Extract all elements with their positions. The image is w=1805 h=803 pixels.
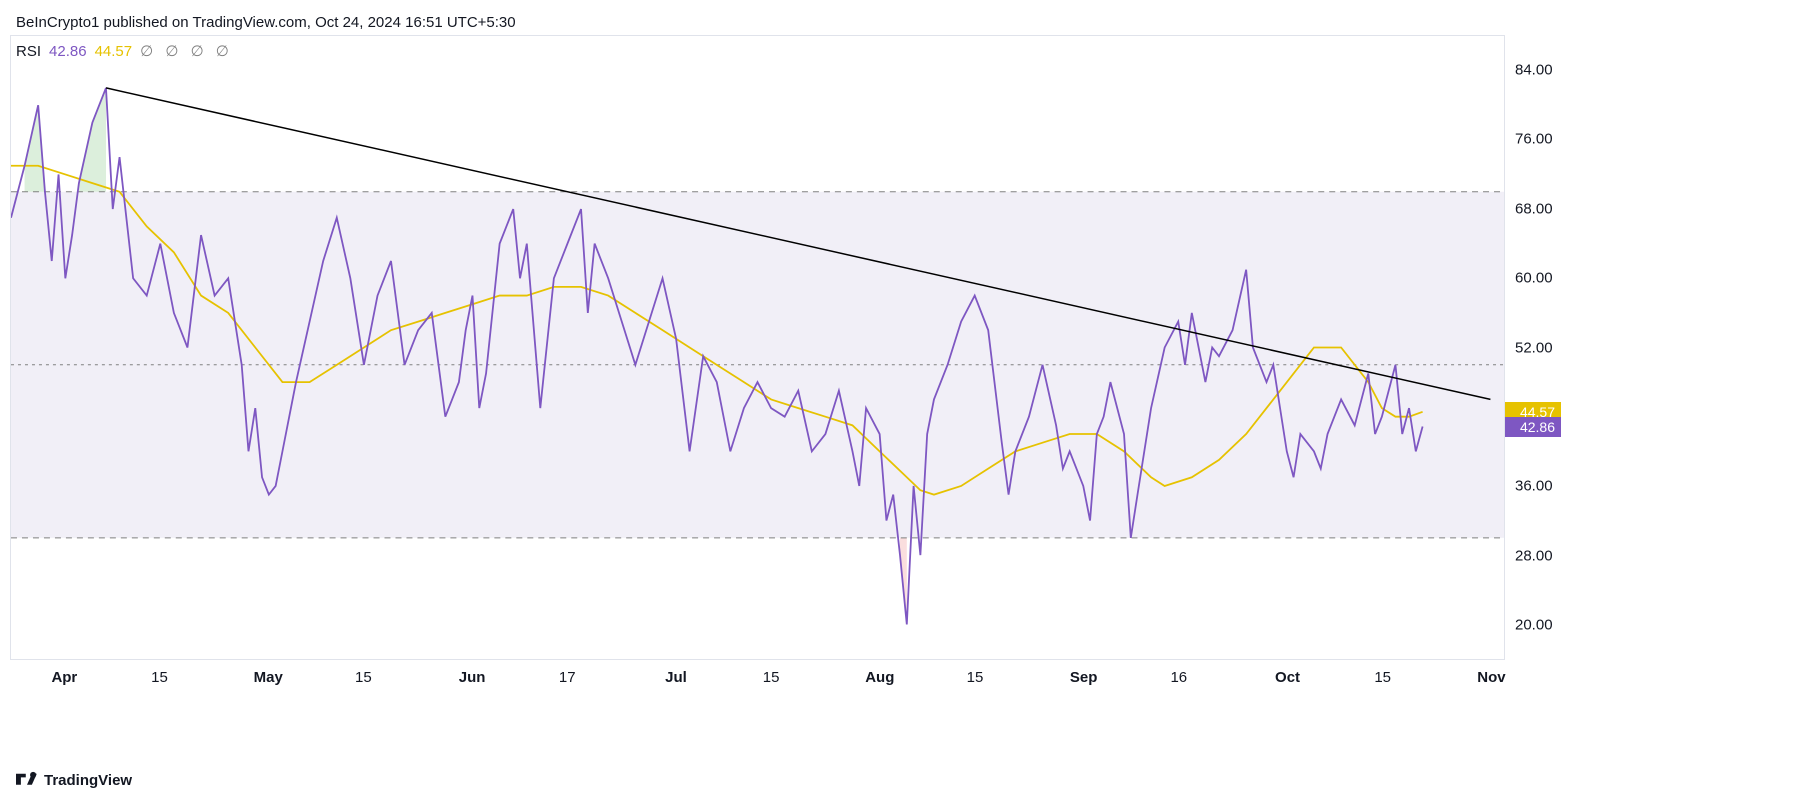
price-tag: 42.86 (1505, 417, 1561, 437)
x-tick-label: 15 (1374, 669, 1391, 686)
y-tick-label: 84.00 (1515, 61, 1553, 78)
x-tick-label: 17 (559, 669, 576, 686)
tradingview-watermark: TradingView (16, 771, 132, 789)
y-tick-label: 36.00 (1515, 478, 1553, 495)
y-axis: 20.00 28.00 36.00 52.00 60.00 68.00 76.00 84.00 (1515, 35, 1575, 660)
tradingview-text: TradingView (44, 772, 132, 789)
x-tick-label: 16 (1170, 669, 1187, 686)
y-tick-label: 20.00 (1515, 617, 1553, 634)
y-tick-label: 68.00 (1515, 200, 1553, 217)
x-tick-label: Sep (1070, 669, 1098, 686)
x-axis: Apr 15 May 15 Jun 17 Jul 15 Aug 15 Sep 16 Oct 15 Nov (10, 665, 1505, 695)
x-tick-label: Nov (1477, 669, 1505, 686)
x-tick-label: Aug (865, 669, 894, 686)
x-tick-label: 15 (967, 669, 984, 686)
chart-svg (11, 36, 1504, 659)
x-tick-label: Oct (1275, 669, 1300, 686)
x-tick-label: 15 (355, 669, 372, 686)
publish-header: BeInCrypto1 published on TradingView.com… (16, 14, 516, 31)
y-tick-label: 52.00 (1515, 339, 1553, 356)
x-tick-label: Apr (51, 669, 77, 686)
x-tick-label: 15 (151, 669, 168, 686)
y-tick-label: 76.00 (1515, 131, 1553, 148)
x-tick-label: May (254, 669, 283, 686)
tradingview-logo-icon (16, 771, 38, 789)
x-tick-label: 15 (763, 669, 780, 686)
x-tick-label: Jun (459, 669, 486, 686)
chart-plot-area[interactable] (10, 35, 1505, 660)
y-tick-label: 28.00 (1515, 547, 1553, 564)
y-tick-label: 60.00 (1515, 270, 1553, 287)
x-tick-label: Jul (665, 669, 687, 686)
